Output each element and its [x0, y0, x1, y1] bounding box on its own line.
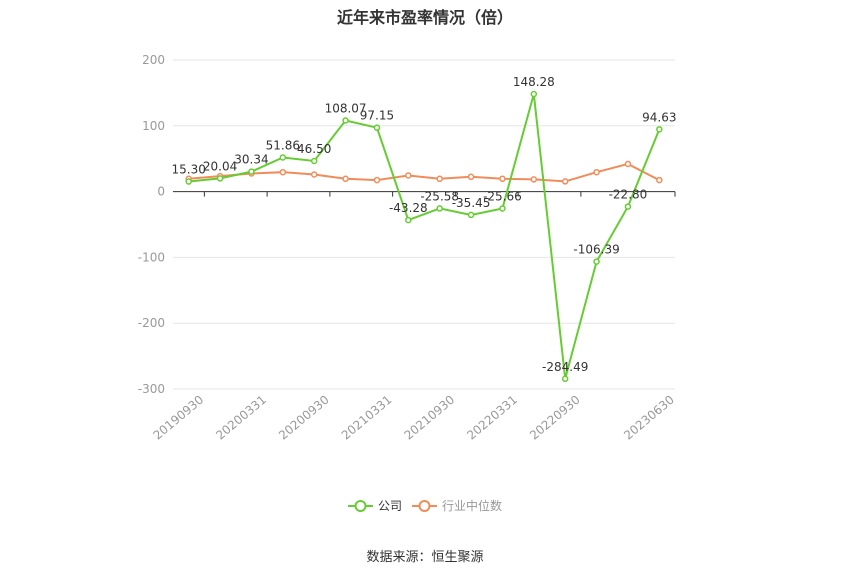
company-data-point — [373, 124, 381, 131]
company-data-label: -35.45 — [452, 196, 491, 210]
company-data-point — [185, 178, 192, 185]
company-data-label: 97.15 — [360, 109, 394, 123]
company-data-point — [530, 90, 538, 98]
industry-median-data-point — [405, 172, 412, 179]
x-tick-label: 20220331 — [464, 393, 520, 443]
legend-marker — [354, 500, 367, 512]
industry-median-data-point — [624, 160, 632, 168]
x-tick-label: 20210930 — [402, 393, 458, 443]
x-tick-label: 20200930 — [276, 393, 332, 443]
industry-median-data-point — [342, 175, 349, 183]
company-data-label: -25.58 — [420, 189, 459, 203]
industry-median-data-point — [279, 168, 287, 176]
industry-median-data-point — [499, 175, 506, 183]
industry-median-data-point — [310, 171, 318, 178]
company-data-label: 148.28 — [513, 75, 555, 89]
data-source: 数据来源：恒生聚源 — [366, 550, 484, 565]
company-data-point — [593, 258, 600, 265]
y-tick-label: -300 — [138, 382, 165, 396]
company-data-label: 15.30 — [172, 163, 206, 177]
company-data-point — [436, 205, 443, 212]
x-tick-label: 20230630 — [621, 393, 677, 443]
company-data-point — [310, 157, 318, 165]
x-tick-label: 20200331 — [213, 393, 269, 443]
industry-median-data-point — [593, 168, 600, 176]
chart-title: 近年来市盈率情况（倍） — [336, 8, 513, 27]
legend-label: 行业中位数 — [442, 498, 502, 513]
industry-median-data-point — [373, 176, 381, 184]
legend-industry-median: 行业中位数 — [412, 498, 502, 513]
company-data-point — [279, 154, 287, 161]
company-data-point — [467, 211, 475, 219]
series-line-company — [188, 93, 661, 380]
y-tick-label: 0 — [157, 185, 165, 199]
company-data-point — [499, 205, 506, 212]
industry-median-data-point — [530, 176, 538, 183]
x-tick-label: 20210331 — [339, 393, 395, 443]
company-data-point — [624, 203, 632, 210]
company-data-label: -43.28 — [389, 201, 428, 215]
company-data-point — [248, 168, 255, 175]
company-data-label: -25.66 — [483, 189, 522, 203]
series-line-industry-median — [188, 162, 660, 183]
y-tick-label: -200 — [138, 316, 165, 330]
legend-company: 公司 — [348, 499, 402, 513]
company-data-point — [216, 175, 224, 182]
legend-label: 公司 — [378, 499, 402, 513]
company-data-label: 46.50 — [297, 142, 331, 156]
company-data-label: 30.34 — [234, 153, 268, 167]
y-tick-label: 100 — [142, 119, 165, 133]
industry-median-data-point — [436, 175, 443, 183]
industry-median-data-point — [467, 173, 475, 181]
company-data-label: -106.39 — [573, 243, 619, 257]
company-data-point — [656, 126, 663, 133]
legend-marker — [418, 500, 431, 512]
company-data-label: -22.80 — [609, 188, 648, 202]
x-tick-label: 20190930 — [151, 393, 207, 443]
company-data-label: 20.04 — [203, 159, 237, 173]
company-data-label: -284.49 — [542, 360, 588, 374]
company-data-label: 108.07 — [325, 101, 367, 115]
industry-median-data-point — [561, 178, 569, 185]
industry-median-data-point — [656, 176, 663, 184]
company-data-label: 94.63 — [642, 110, 676, 124]
x-tick-label: 20220930 — [527, 393, 583, 443]
y-tick-label: -100 — [138, 250, 165, 264]
company-data-label: 51.86 — [266, 138, 300, 152]
company-data-point — [342, 117, 349, 124]
company-data-point — [561, 375, 569, 383]
company-data-point — [405, 216, 412, 224]
y-tick-label: 200 — [142, 53, 165, 67]
